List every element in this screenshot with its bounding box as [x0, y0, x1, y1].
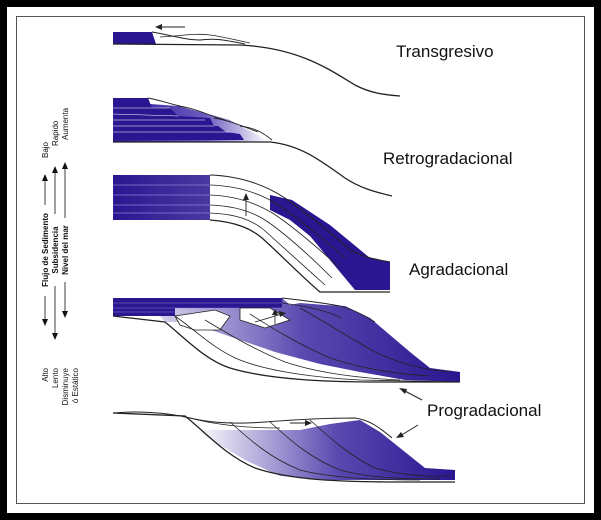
transgressive-deposit — [113, 32, 156, 44]
panel-progradacional-lower — [112, 411, 455, 483]
legend-subsidence: Subsidencia — [51, 226, 60, 274]
panel-retrogradacional — [112, 97, 393, 197]
transgressive-shelf-line — [112, 43, 401, 97]
progradation-arrow-upper — [254, 313, 283, 323]
legend-low: Bajo — [41, 141, 50, 158]
label-progradacional: Progradacional — [427, 401, 541, 420]
label-retrogradacional: Retrogradacional — [383, 149, 512, 168]
legend-high: Alto — [41, 367, 50, 381]
legend-falling: Disminuye — [61, 367, 70, 405]
legend-static: ó Estático — [71, 367, 80, 403]
label-agradacional: Agradacional — [409, 260, 508, 279]
legend-sediment-flow: Flujo de Sedimento — [41, 213, 50, 287]
legend-slow: Lento — [51, 367, 60, 388]
panel-transgresivo — [112, 24, 401, 97]
panel-progradacional-upper — [112, 297, 461, 383]
legend-sea-level: Nivel del mar — [61, 225, 70, 275]
transgressive-sediment-wedge — [151, 31, 246, 45]
progradacional-pointer-arrows — [396, 388, 423, 438]
legend-arrows — [42, 162, 68, 340]
retrograde-basin-line — [113, 141, 393, 197]
legend-rising: Aumenta — [61, 107, 70, 140]
inner-border — [16, 16, 585, 504]
side-legend: Flujo de Sedimento Bajo Alto Subsidencia… — [41, 107, 80, 405]
panel-agradacional — [113, 174, 391, 293]
label-transgresivo: Transgresivo — [396, 42, 494, 61]
legend-rapid: Rapido — [51, 120, 60, 146]
